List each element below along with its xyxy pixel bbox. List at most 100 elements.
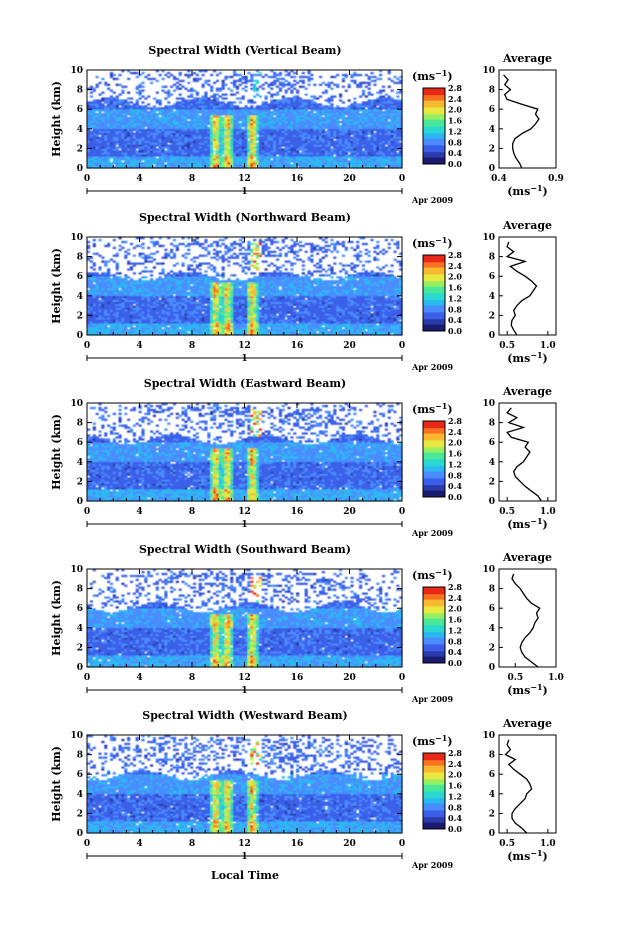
heatmap-cell [153, 113, 156, 115]
heatmap-cell [219, 95, 222, 97]
heatmap-cell [210, 103, 213, 105]
heatmap-cell [233, 115, 236, 117]
heatmap-cell [127, 156, 130, 158]
heatmap-cell [153, 117, 156, 119]
heatmap-cell [330, 144, 333, 146]
heatmap-cell [333, 131, 336, 133]
heatmap-cell [110, 288, 113, 290]
heatmap-cell [233, 127, 236, 129]
heatmap-cell [176, 154, 179, 156]
heatmap-cell [144, 319, 147, 321]
heatmap-cell [342, 101, 345, 103]
heatmap-cell [202, 101, 205, 103]
heatmap-cell [127, 111, 130, 113]
heatmap-cell [147, 129, 150, 131]
heatmap-cell [282, 121, 285, 123]
heatmap-cell [156, 109, 159, 111]
heatmap-cell [316, 113, 319, 115]
heatmap-cell [293, 164, 296, 166]
heatmap-cell [116, 117, 119, 119]
heatmap-cell [199, 146, 202, 148]
heatmap-cell [270, 107, 273, 109]
heatmap-cell [368, 103, 371, 105]
heatmap-cell [161, 109, 164, 111]
heatmap-cell [90, 308, 93, 310]
heatmap-cell [107, 164, 110, 166]
heatmap-cell [104, 146, 107, 148]
heatmap-cell [104, 288, 107, 290]
heatmap-cell [290, 137, 293, 139]
heatmap-cell [290, 158, 293, 160]
heatmap-cell [239, 131, 242, 133]
heatmap-cell [164, 133, 167, 135]
heatmap-cell [101, 113, 104, 115]
heatmap-cell [267, 84, 270, 86]
heatmap-cell [159, 137, 162, 139]
heatmap-cell [299, 143, 302, 145]
heatmap-cell [127, 311, 130, 313]
heatmap-cell [216, 144, 219, 146]
heatmap-cell [104, 119, 107, 121]
heatmap-cell [342, 158, 345, 160]
heatmap-cell [113, 113, 116, 115]
heatmap-cell [242, 115, 245, 117]
heatmap-cell [313, 84, 316, 86]
heatmap-cell [213, 94, 216, 96]
heatmap-cell [230, 160, 233, 162]
heatmap-cell [213, 144, 216, 146]
heatmap-cell [227, 121, 230, 123]
heatmap-cell [393, 129, 396, 131]
heatmap-cell [207, 156, 210, 158]
heatmap-cell [133, 123, 136, 125]
heatmap-cell [130, 278, 133, 280]
heatmap-cell [96, 127, 99, 129]
heatmap-cell [236, 107, 239, 109]
heatmap-cell [119, 158, 122, 160]
heatmap-cell [133, 331, 136, 333]
heatmap-cell [371, 117, 374, 119]
heatmap-cell [273, 72, 276, 74]
heatmap-cell [322, 150, 325, 152]
heatmap-cell [224, 139, 227, 141]
heatmap-cell [167, 156, 170, 158]
heatmap-cell [276, 135, 279, 137]
heatmap-cell [96, 288, 99, 290]
heatmap-cell [210, 133, 213, 135]
heatmap-cell [345, 141, 348, 143]
heatmap-cell [147, 148, 150, 150]
heatmap-cell [262, 125, 265, 127]
heatmap-cell [253, 101, 256, 103]
heatmap-cell [253, 148, 256, 150]
heatmap-cell [287, 164, 290, 166]
heatmap-cell [385, 119, 388, 121]
heatmap-cell [299, 129, 302, 131]
heatmap-cell [230, 76, 233, 78]
heatmap-cell [350, 162, 353, 164]
heatmap-cell [90, 317, 93, 319]
heatmap-cell [224, 107, 227, 109]
heatmap-cell [305, 137, 308, 139]
heatmap-cell [385, 152, 388, 154]
heatmap-cell [98, 137, 101, 139]
heatmap-cell [353, 154, 356, 156]
heatmap-cell [93, 308, 96, 310]
heatmap-cell [196, 99, 199, 101]
heatmap-cell [101, 327, 104, 329]
heatmap-cell [93, 319, 96, 321]
heatmap-cell [107, 304, 110, 306]
heatmap-cell [153, 125, 156, 127]
heatmap-cell [179, 133, 182, 135]
heatmap-cell [139, 117, 142, 119]
heatmap-cell [219, 150, 222, 152]
heatmap-cell [113, 127, 116, 129]
heatmap-cell [167, 76, 170, 78]
heatmap-cell [96, 298, 99, 300]
heatmap-cell [176, 86, 179, 88]
heatmap-cell [267, 105, 270, 107]
heatmap-cell [104, 325, 107, 327]
heatmap-cell [222, 141, 225, 143]
heatmap-cell [124, 251, 127, 253]
heatmap-cell [233, 105, 236, 107]
heatmap-cell [90, 329, 93, 331]
heatmap-cell [313, 127, 316, 129]
